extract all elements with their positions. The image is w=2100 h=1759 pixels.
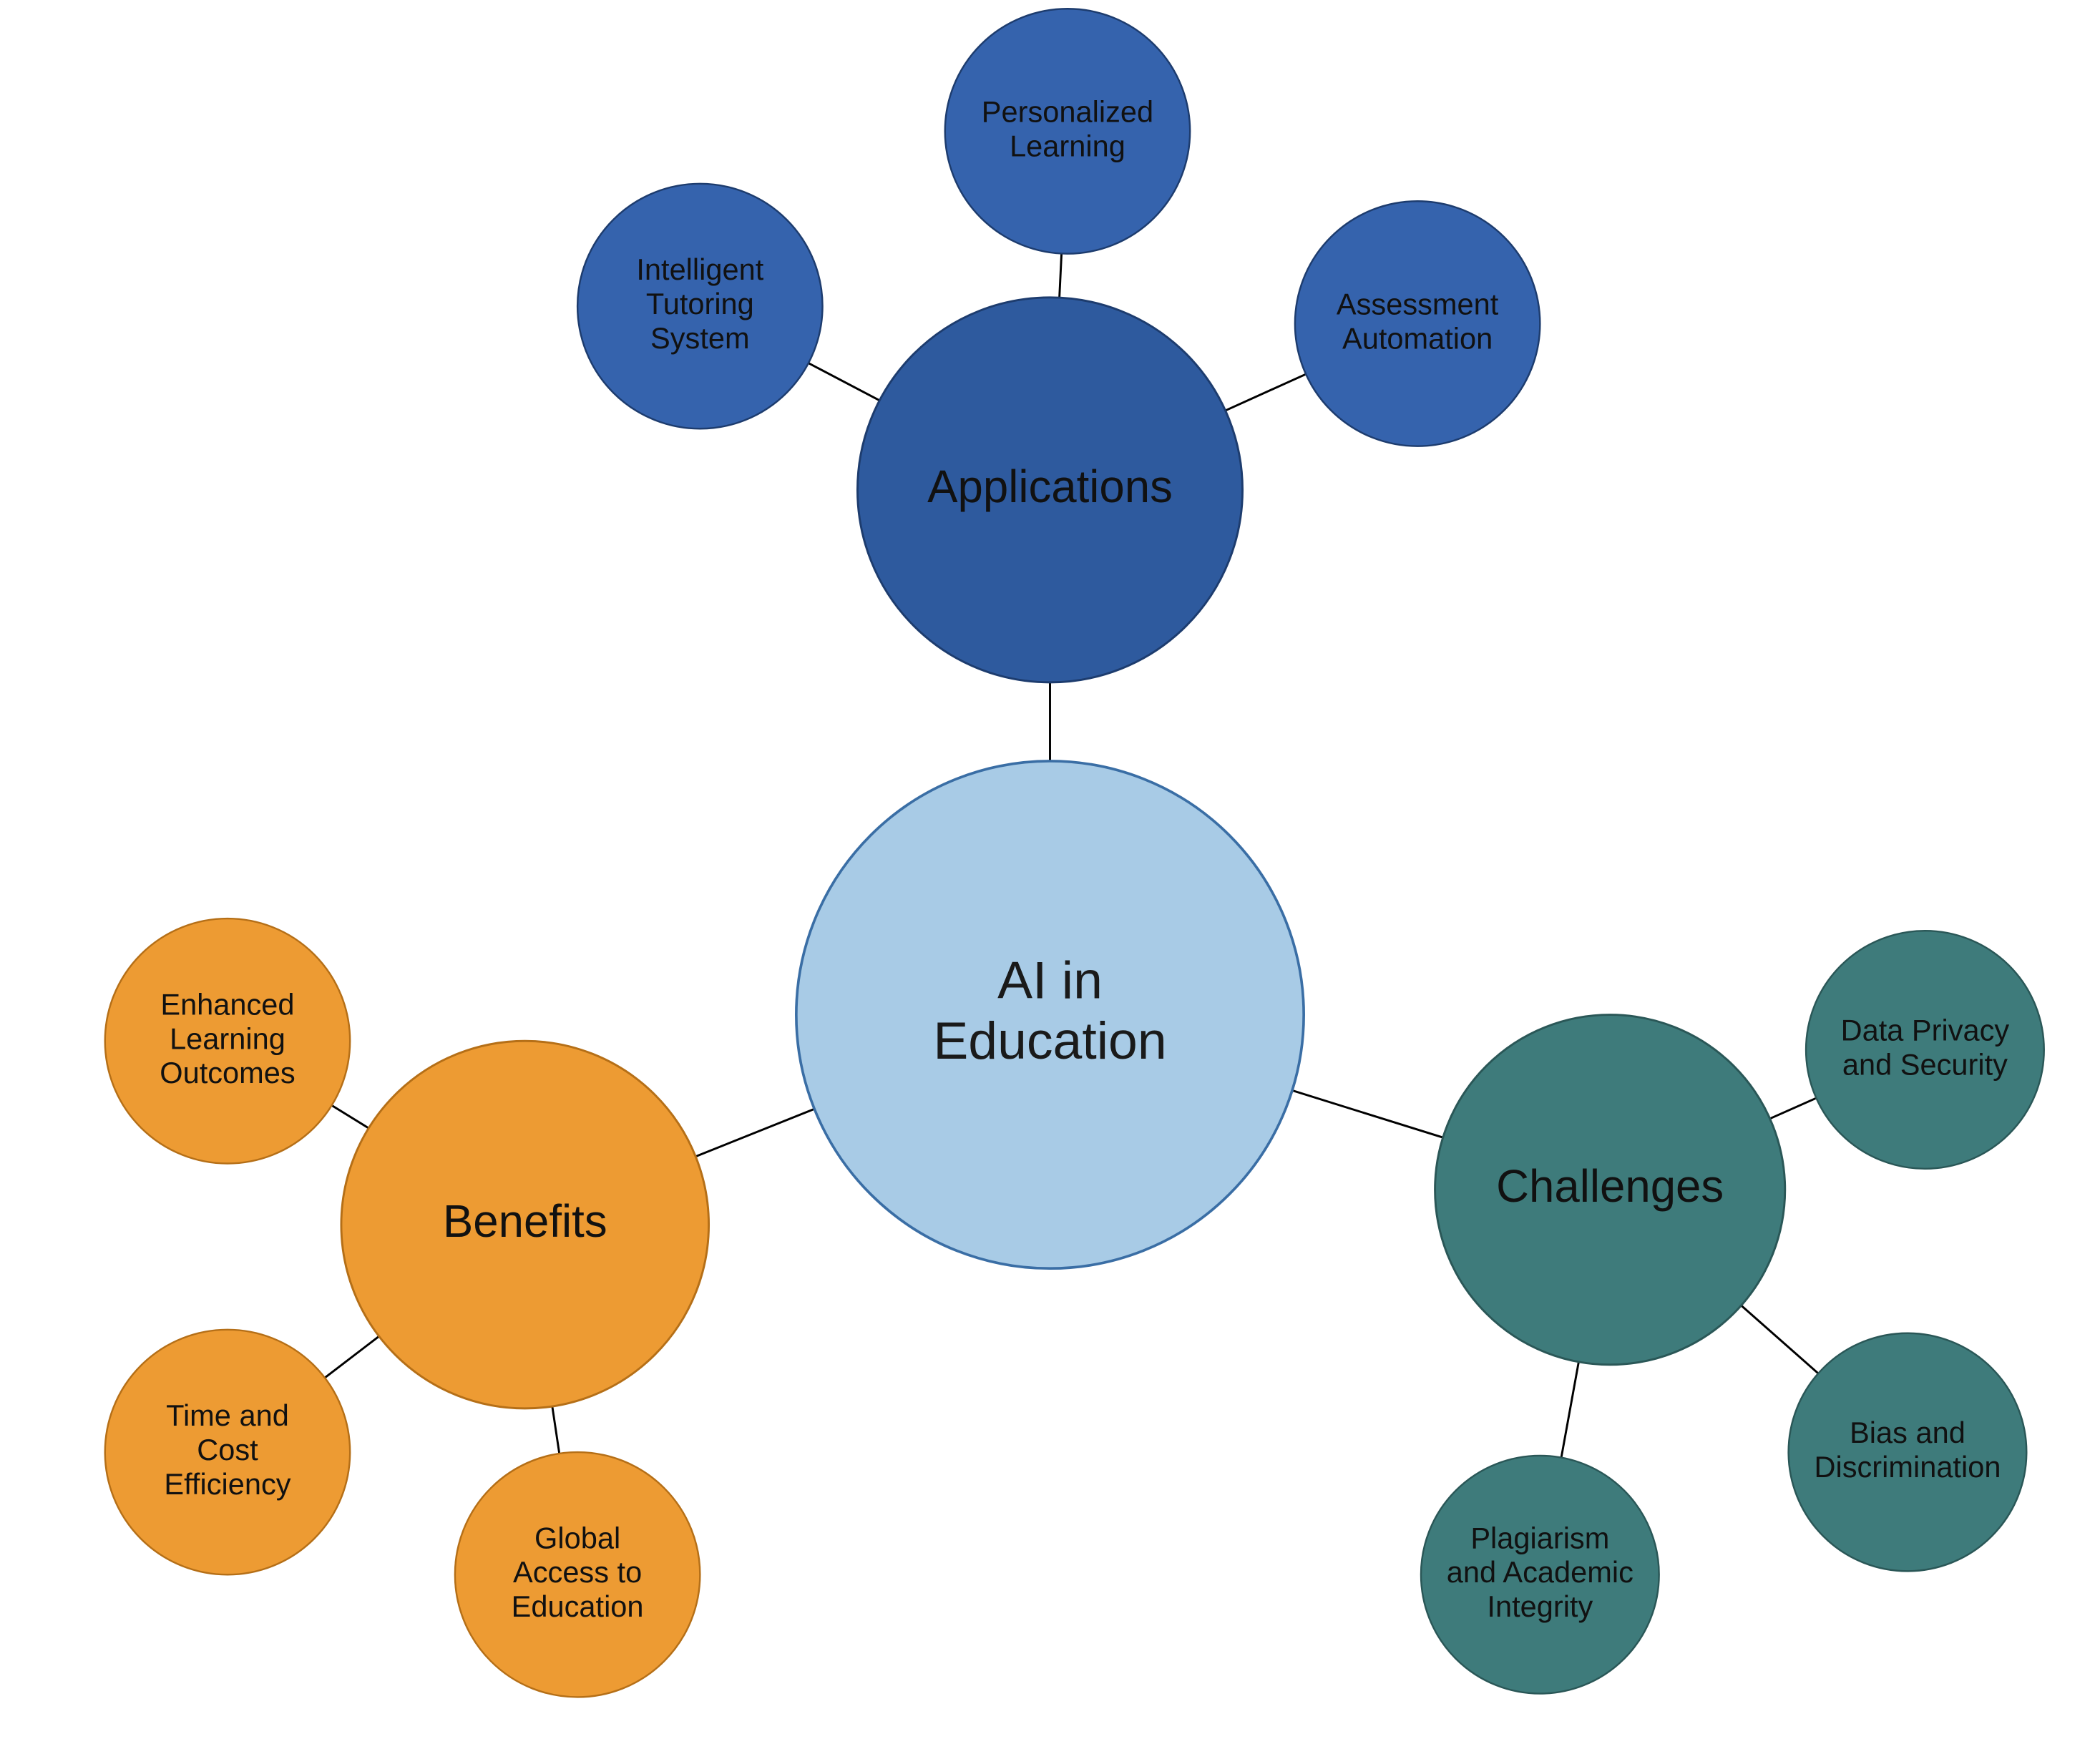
edge xyxy=(325,1336,379,1378)
node-center: AI inEducation xyxy=(796,761,1304,1268)
node-bias: Bias andDiscrimination xyxy=(1789,1333,2027,1572)
node-benefits: Benefits xyxy=(341,1041,709,1408)
edge xyxy=(1226,374,1307,411)
node-personalized-learning: PersonalizedLearning xyxy=(945,9,1190,253)
nodes-layer: AI inEducation Applications IntelligentTut… xyxy=(105,9,2044,1697)
node-data-privacy: Data Privacyand Security xyxy=(1806,931,2044,1169)
node-label-applications: Applications xyxy=(927,461,1173,512)
edge xyxy=(552,1406,560,1454)
edge xyxy=(1561,1362,1578,1458)
mindmap-diagram: AI inEducation Applications IntelligentTut… xyxy=(0,0,2100,1750)
node-label-assessment-automation: AssessmentAutomation xyxy=(1337,288,1499,356)
edge xyxy=(1770,1098,1817,1119)
node-label-benefits: Benefits xyxy=(443,1196,607,1247)
node-label-data-privacy: Data Privacyand Security xyxy=(1841,1014,2010,1082)
edge xyxy=(695,1109,814,1156)
node-intelligent-tutoring: IntelligentTutoringSystem xyxy=(577,184,822,428)
edge xyxy=(1060,253,1062,298)
edge xyxy=(332,1105,369,1128)
node-applications: Applications xyxy=(857,298,1242,682)
edge xyxy=(809,363,879,401)
node-assessment-automation: AssessmentAutomation xyxy=(1295,201,1540,446)
edge xyxy=(1742,1305,1819,1373)
node-challenges: Challenges xyxy=(1435,1015,1785,1365)
node-plagiarism: Plagiarismand AcademicIntegrity xyxy=(1421,1456,1659,1694)
node-global-access: GlobalAccess toEducation xyxy=(455,1452,700,1697)
node-label-intelligent-tutoring: IntelligentTutoringSystem xyxy=(636,253,763,355)
edge xyxy=(1292,1090,1443,1137)
node-label-challenges: Challenges xyxy=(1496,1161,1724,1212)
node-enhanced-outcomes: EnhancedLearningOutcomes xyxy=(105,918,350,1163)
node-label-enhanced-outcomes: EnhancedLearningOutcomes xyxy=(160,987,295,1089)
node-time-cost: Time andCostEfficiency xyxy=(105,1330,350,1574)
